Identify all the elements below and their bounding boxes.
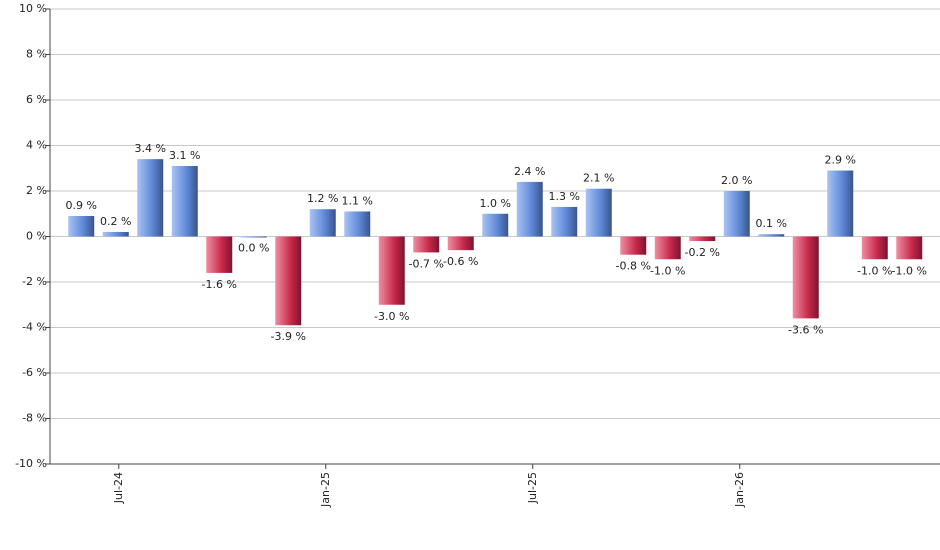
- bar: [275, 236, 302, 326]
- value-label: -3.0 %: [374, 310, 409, 323]
- value-label: 3.1 %: [169, 149, 200, 162]
- value-label: -3.6 %: [788, 323, 823, 336]
- x-tick-label: Jan-25: [319, 472, 332, 508]
- value-label: 2.9 %: [825, 154, 856, 167]
- y-tick-label: 4 %: [26, 139, 47, 152]
- value-label: -1.0 %: [857, 264, 892, 277]
- value-label: 2.4 %: [514, 165, 545, 178]
- y-tick-label: 2 %: [26, 184, 47, 197]
- value-label: -1.0 %: [892, 264, 927, 277]
- y-tick-label: 8 %: [26, 48, 47, 61]
- y-tick-label: -10 %: [15, 457, 47, 470]
- bar: [723, 191, 750, 237]
- value-label: 1.3 %: [549, 190, 580, 203]
- bar: [551, 206, 578, 237]
- value-label: 1.0 %: [480, 197, 511, 210]
- bar: [482, 213, 509, 237]
- bar: [585, 188, 612, 237]
- bar: [240, 236, 267, 238]
- y-tick-label: -2 %: [22, 275, 47, 288]
- value-label: -1.0 %: [650, 264, 685, 277]
- bar: [689, 236, 716, 242]
- bar: [896, 236, 923, 260]
- bar: [309, 209, 336, 237]
- bar: [344, 211, 371, 237]
- bar: [516, 181, 543, 237]
- bar: [861, 236, 888, 260]
- bar: [827, 170, 854, 237]
- value-label: 2.1 %: [583, 172, 614, 185]
- bar: [654, 236, 681, 260]
- y-tick-label: 10 %: [19, 2, 47, 15]
- value-label: 0.9 %: [66, 199, 97, 212]
- value-label: 2.0 %: [721, 174, 752, 187]
- y-tick-label: -6 %: [22, 366, 47, 379]
- bar: [137, 159, 164, 237]
- bar: [620, 236, 647, 255]
- value-label: -0.6 %: [443, 255, 478, 268]
- bar: [413, 236, 440, 253]
- bar: [102, 231, 129, 237]
- x-tick-label: Jan-26: [733, 472, 746, 508]
- y-tick-label: -4 %: [22, 321, 47, 334]
- value-label: 1.2 %: [307, 192, 338, 205]
- value-label: -0.7 %: [409, 257, 444, 270]
- bar: [206, 236, 233, 273]
- value-label: 0.0 %: [238, 242, 269, 255]
- value-label: -1.6 %: [202, 278, 237, 291]
- value-label: -3.9 %: [271, 330, 306, 343]
- y-tick-label: 6 %: [26, 93, 47, 106]
- bar: [378, 236, 405, 305]
- x-tick-label: Jul-25: [526, 472, 539, 504]
- value-label: 1.1 %: [342, 194, 373, 207]
- bar: [792, 236, 819, 319]
- bar: [171, 165, 198, 237]
- y-tick-label: 0 %: [26, 230, 47, 243]
- value-label: -0.2 %: [685, 246, 720, 259]
- bar: [447, 236, 474, 251]
- y-tick-label: -8 %: [22, 412, 47, 425]
- value-label: -0.8 %: [616, 260, 651, 273]
- value-label: 0.2 %: [100, 215, 131, 228]
- value-label: 0.1 %: [756, 217, 787, 230]
- bar: [758, 234, 785, 237]
- x-tick-label: Jul-24: [112, 472, 125, 504]
- bar: [68, 216, 95, 237]
- value-label: 3.4 %: [135, 142, 166, 155]
